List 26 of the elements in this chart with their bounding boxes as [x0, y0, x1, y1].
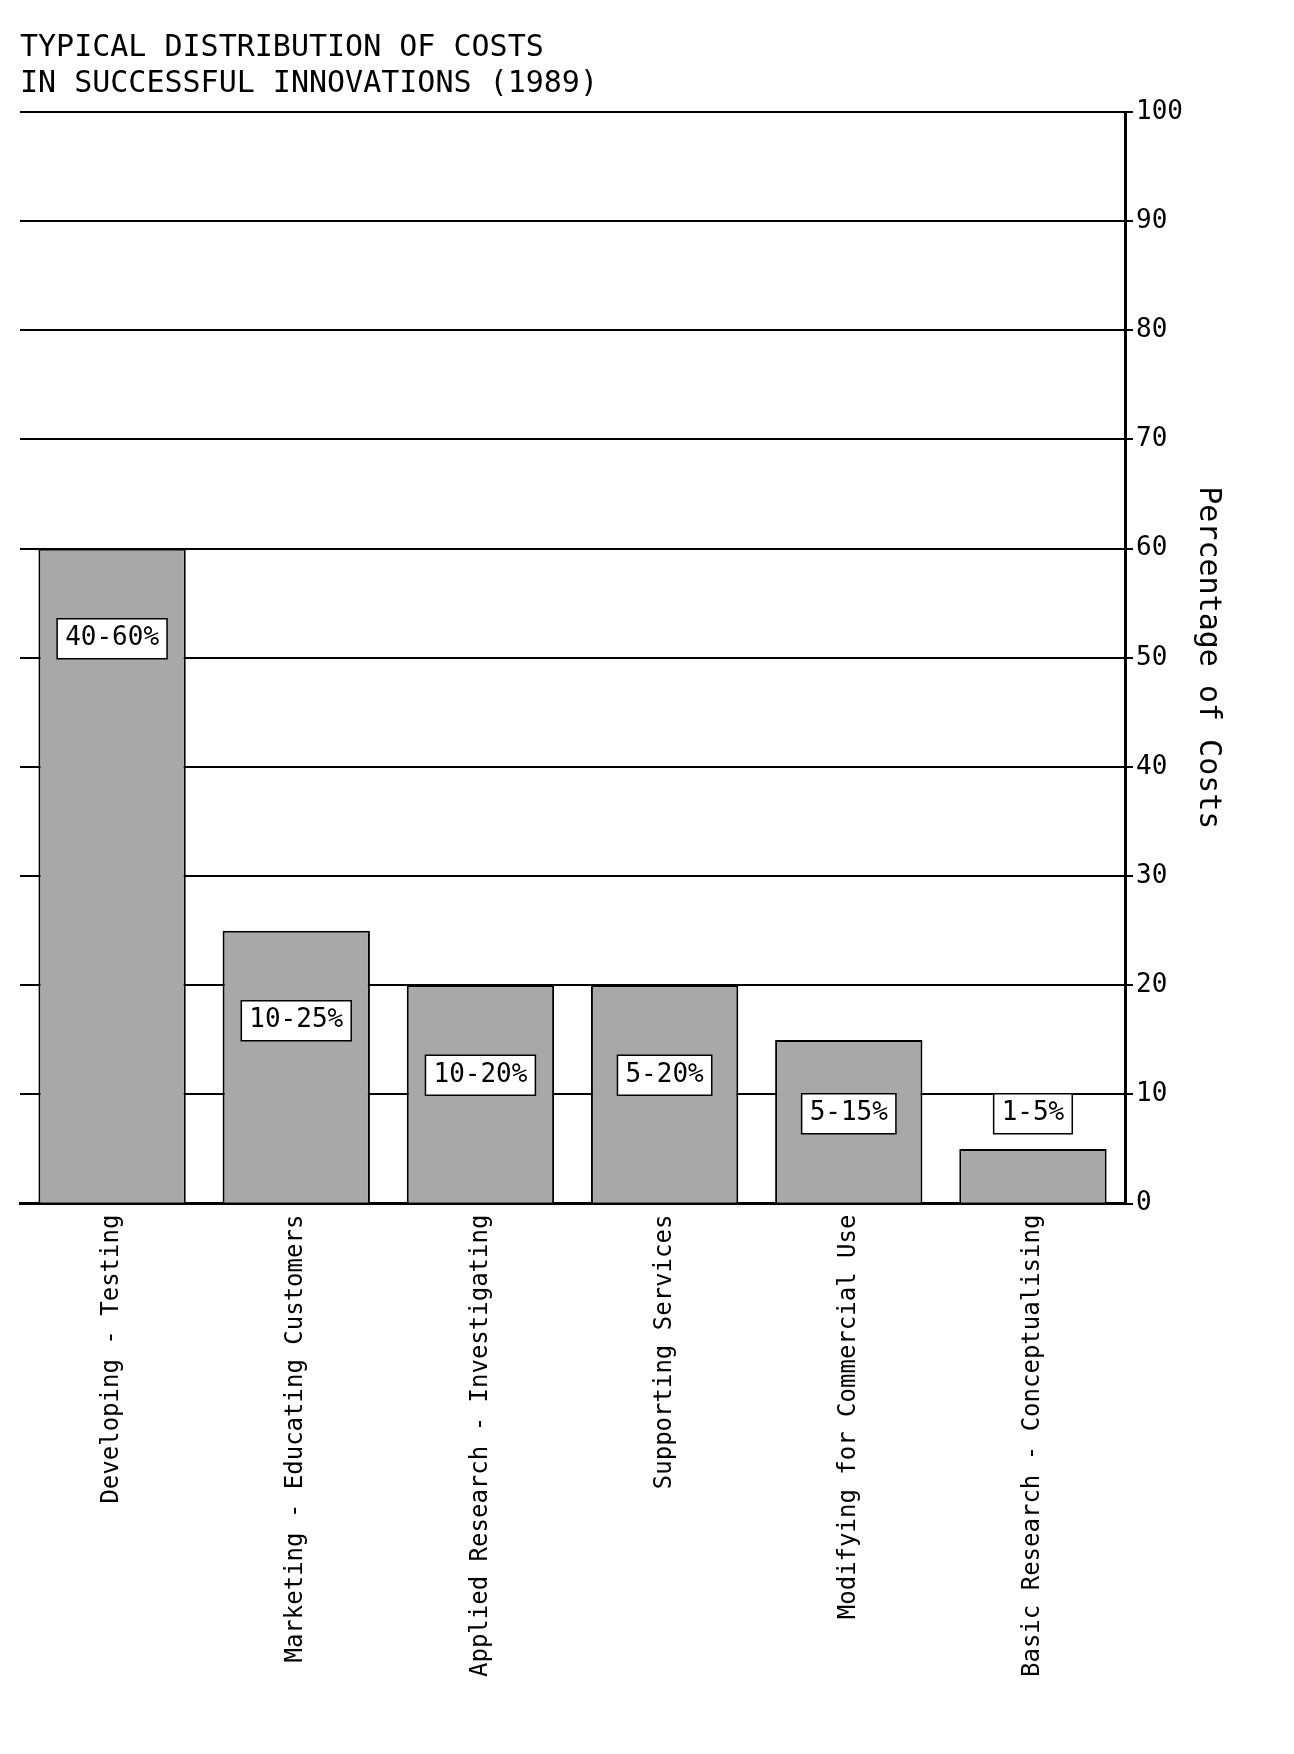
- annotation: 1-5%: [1001, 1096, 1065, 1127]
- text: TYPICAL DISTRIBUTION OF COSTS: [20, 27, 544, 63]
- x-tick-label: Supporting Services: [648, 1214, 677, 1490]
- y-tick-label: 50: [1136, 640, 1168, 671]
- x-tick-label: Developing - Testing: [96, 1214, 125, 1504]
- y-tick-label: 40: [1136, 749, 1168, 780]
- annotation: 40-60%: [65, 621, 160, 652]
- y-tick-label: 20: [1136, 968, 1168, 999]
- x-tick-label: Marketing - Educating Customers: [280, 1214, 309, 1663]
- y-tick-label: 90: [1136, 203, 1168, 234]
- y-tick-label: 100: [1136, 94, 1184, 125]
- x-tick-label: Applied Research - Investigating: [464, 1214, 493, 1677]
- y-tick-label: 0: [1136, 1186, 1152, 1217]
- y-tick-label: 80: [1136, 313, 1168, 344]
- annotation: 10-20%: [433, 1058, 528, 1089]
- y-tick-label: 70: [1136, 422, 1168, 453]
- x-tick-label: Modifying for Commercial Use: [833, 1214, 862, 1620]
- y-tick-label: 30: [1136, 858, 1168, 889]
- y-tick-label: 60: [1136, 531, 1168, 562]
- text: IN SUCCESSFUL INNOVATIONS (1989): [20, 63, 598, 99]
- annotation: 10-25%: [249, 1003, 344, 1034]
- x-tick-label: Basic Research - Conceptualising: [1017, 1214, 1046, 1677]
- annotation: 5-20%: [625, 1058, 705, 1089]
- y-axis-title: Percentage of Costs: [1193, 486, 1229, 830]
- y-tick-label: 10: [1136, 1077, 1168, 1108]
- annotation: 5-15%: [809, 1096, 889, 1127]
